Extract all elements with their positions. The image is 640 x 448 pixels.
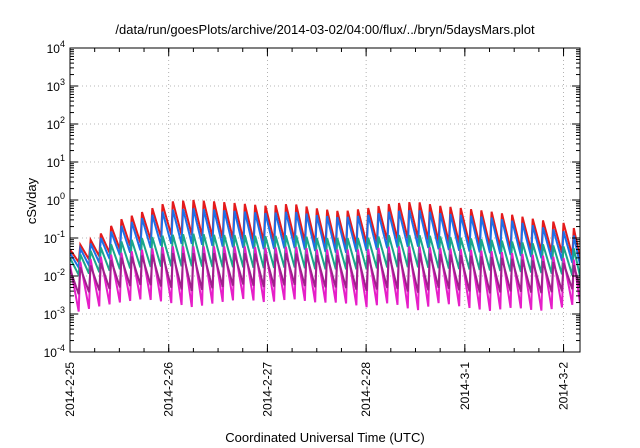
series-line-5 (70, 252, 580, 295)
y-tick-label: 100 (47, 191, 65, 208)
y-tick-label: 104 (47, 39, 65, 56)
y-axis-label: cSv/day (24, 177, 39, 224)
y-tick-label: 10-1 (44, 229, 65, 246)
x-tick-label: 2014-3-2 (557, 362, 571, 410)
y-tick-label: 101 (47, 153, 65, 170)
series-group (70, 199, 580, 312)
chart-title: /data/run/goesPlots/archive/2014-03-02/0… (115, 22, 535, 37)
series-line-2 (70, 208, 580, 271)
grid (70, 48, 580, 352)
x-tick-label: 2014-2-27 (260, 362, 274, 417)
x-tick-label: 2014-2-26 (162, 362, 176, 417)
x-tick-label: 2014-3-1 (458, 362, 472, 410)
x-tick-label: 2014-2-25 (63, 362, 77, 417)
x-axis-label: Coordinated Universal Time (UTC) (225, 430, 424, 445)
y-tick-label: 103 (47, 77, 65, 94)
y-tick-label: 10-4 (44, 343, 65, 360)
y-tick-label: 10-3 (44, 305, 65, 322)
y-tick-label: 102 (47, 115, 65, 132)
y-tick-label: 10-2 (44, 267, 65, 284)
ticks: 10-4 10-3 10-2 10-1 100 101 102 103 104 2014-2-25… (44, 39, 580, 417)
x-tick-label: 2014-2-28 (359, 362, 373, 417)
